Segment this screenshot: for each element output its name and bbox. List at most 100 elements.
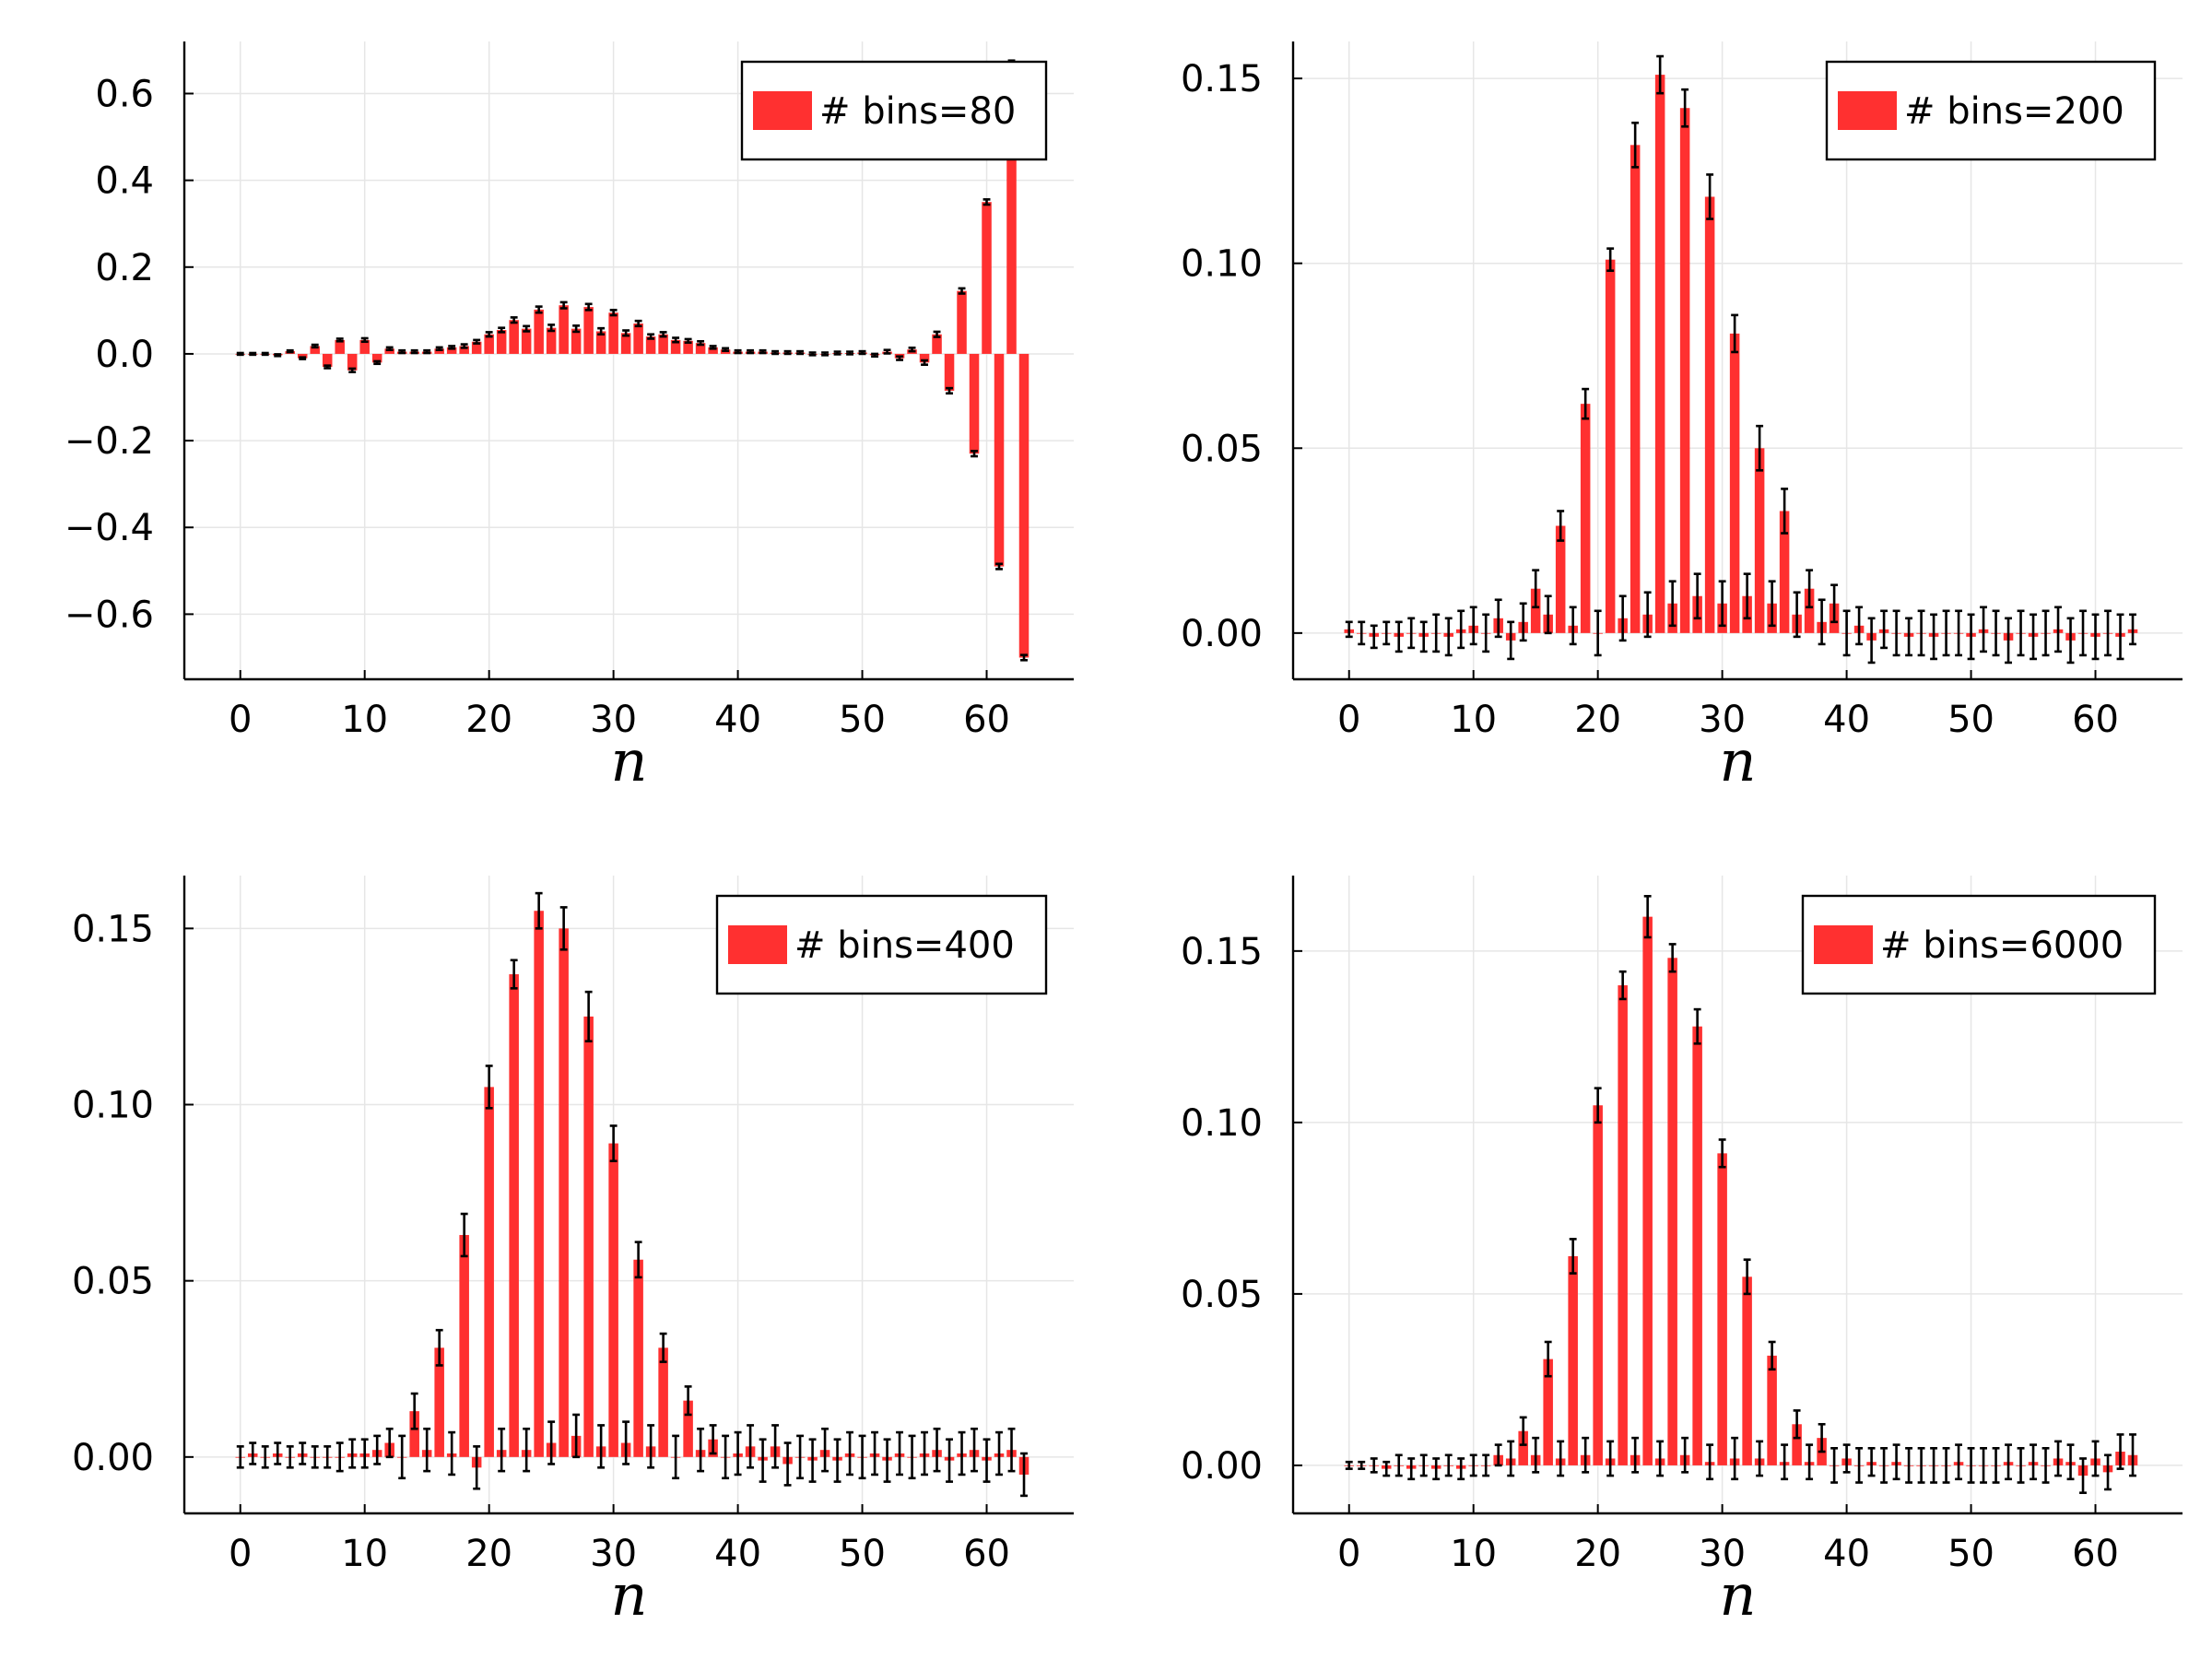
error-bar — [1358, 620, 1366, 646]
error-bar — [1942, 609, 1950, 657]
bar — [982, 202, 992, 354]
error-bar — [1582, 387, 1590, 420]
error-bar — [1793, 1409, 1801, 1440]
x-tick-label: 30 — [590, 1533, 637, 1575]
legend-swatch — [728, 925, 787, 964]
bar — [359, 339, 370, 354]
error-bar — [1980, 1447, 1988, 1484]
legend-label: # bins=6000 — [1880, 924, 2124, 967]
error-bar — [2066, 617, 2075, 665]
error-bar — [1880, 1447, 1888, 1484]
x-tick-label: 60 — [2072, 1533, 2119, 1575]
error-bar — [498, 326, 506, 334]
bar — [546, 327, 557, 354]
bar — [559, 928, 569, 1457]
error-bar — [796, 349, 805, 356]
error-bar — [995, 562, 1003, 571]
x-tick-label: 20 — [1574, 699, 1621, 741]
error-bar — [921, 1430, 928, 1477]
y-tick-label: 0.00 — [1181, 613, 1263, 655]
bar — [1717, 1153, 1727, 1465]
y-tick-label: −0.2 — [65, 420, 154, 463]
error-bar — [684, 337, 692, 344]
error-bar — [871, 352, 879, 359]
error-bar — [1444, 617, 1453, 657]
bar — [434, 1347, 444, 1457]
error-bar — [697, 339, 705, 347]
error-bar — [2116, 1433, 2124, 1470]
error-bar — [559, 906, 568, 951]
error-bar — [448, 1430, 456, 1477]
error-bar — [1830, 1447, 1839, 1484]
bar — [434, 348, 444, 354]
error-bar — [1569, 1238, 1577, 1275]
bar — [384, 348, 394, 354]
error-bar — [2005, 1443, 2012, 1481]
bar — [1518, 1430, 1528, 1465]
bar — [335, 339, 345, 354]
bar — [944, 353, 955, 391]
error-bar — [1618, 970, 1627, 1001]
bar — [1593, 1105, 1603, 1465]
error-bar — [2079, 609, 2087, 657]
error-bar — [299, 356, 307, 360]
bar — [322, 353, 333, 368]
x-tick-label: 30 — [1699, 1533, 1746, 1575]
error-bar — [311, 1445, 319, 1469]
error-bar — [846, 350, 854, 356]
error-bar — [921, 359, 928, 367]
error-bar — [311, 343, 319, 349]
legend-swatch — [1838, 91, 1897, 130]
error-bar — [896, 355, 903, 361]
x-tick-label: 40 — [1823, 699, 1870, 741]
error-bar — [2116, 613, 2124, 661]
error-bar — [783, 1441, 792, 1487]
error-bar — [523, 324, 531, 333]
error-bar — [908, 1434, 916, 1480]
y-tick-label: 0.00 — [72, 1437, 154, 1479]
error-bar — [1992, 1447, 2000, 1484]
legend: # bins=400 — [715, 894, 1048, 995]
bar — [1018, 353, 1030, 658]
error-bar — [783, 349, 792, 356]
error-bar — [1432, 613, 1441, 653]
bar — [670, 339, 681, 354]
x-tick-label: 30 — [590, 699, 637, 741]
x-tick-label: 20 — [465, 1533, 512, 1575]
error-bar — [1668, 580, 1677, 628]
error-bar — [1743, 1258, 1751, 1296]
chart-panel-top-right: 0 10 20 30 40 50 60 0.00 0.05 0.10 0.15 n # bins=200 — [1181, 41, 2183, 794]
error-bar — [946, 386, 953, 395]
y-tick-label: 0.4 — [95, 160, 154, 203]
error-bar — [2079, 1457, 2087, 1494]
error-bar — [1482, 613, 1490, 653]
error-bar — [1419, 1453, 1428, 1477]
bar — [1767, 1355, 1777, 1465]
x-tick-label: 10 — [341, 1533, 388, 1575]
error-bar — [858, 1434, 866, 1480]
legend: # bins=6000 — [1801, 894, 2157, 995]
bar — [969, 353, 980, 454]
error-bar — [833, 1438, 841, 1483]
error-bar — [1980, 606, 1988, 653]
error-bar — [485, 1065, 493, 1110]
bar — [521, 328, 532, 354]
y-tick-label: 0.15 — [1181, 931, 1263, 973]
error-bar — [1457, 609, 1465, 650]
error-bar — [1781, 1443, 1789, 1481]
error-bar — [559, 300, 568, 310]
error-bar — [1582, 1436, 1590, 1474]
bar — [1804, 588, 1815, 633]
error-bar — [2129, 1433, 2136, 1477]
error-bar — [460, 1212, 468, 1258]
error-bar — [1594, 1087, 1602, 1124]
error-bar — [510, 959, 518, 990]
chart-panel-top-left: 0 10 20 30 40 50 60 −0.6 −0.4 −0.2 0.0 0.2 0.4 0.6 n # … — [65, 41, 1074, 794]
error-bar — [2005, 617, 2012, 665]
error-bar — [1407, 1457, 1416, 1481]
error-bar — [971, 1427, 978, 1473]
bar — [1618, 985, 1628, 1465]
bar — [1555, 525, 1566, 633]
error-bar — [572, 1413, 581, 1459]
error-bar — [1656, 54, 1665, 95]
